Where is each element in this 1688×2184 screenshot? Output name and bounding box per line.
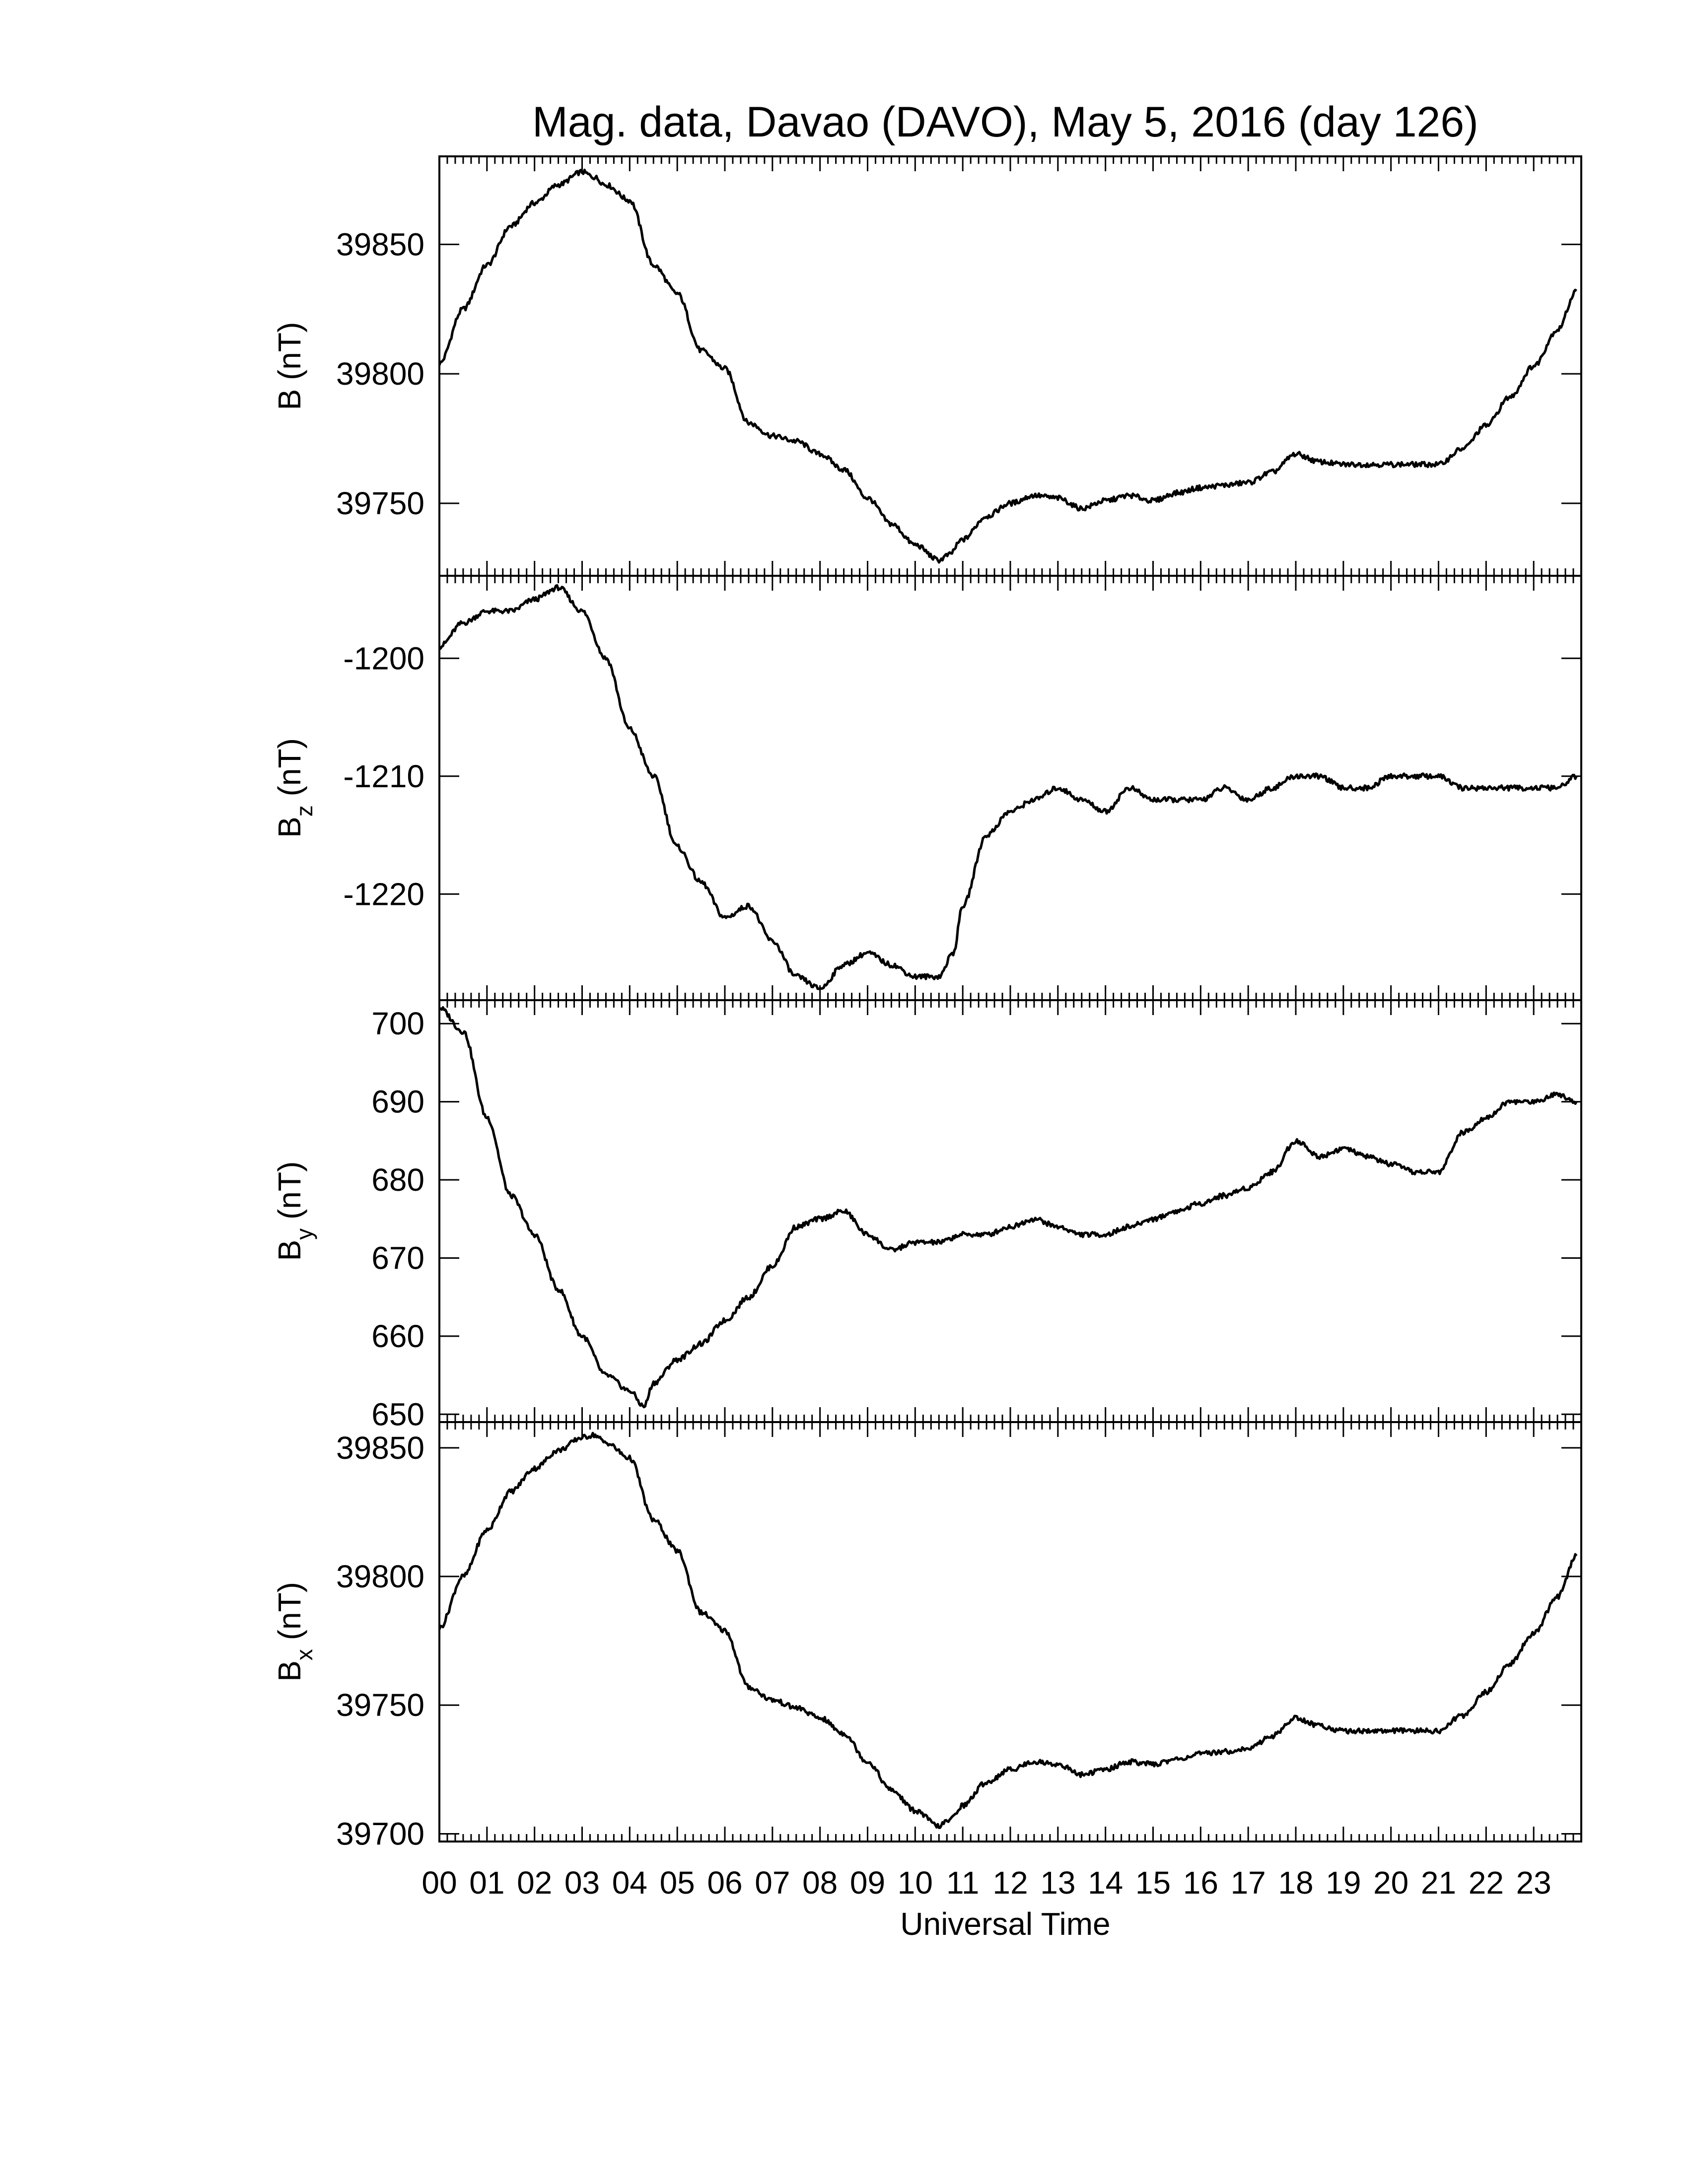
x-tick-label: 04 [612, 1865, 647, 1901]
y-tick-label: 650 [371, 1396, 424, 1432]
y-axis-label: Bz (nT) [272, 738, 317, 838]
y-tick-label: -1200 [343, 640, 424, 676]
x-tick-label: 17 [1231, 1865, 1266, 1901]
x-tick-label: 12 [992, 1865, 1028, 1901]
x-tick-label: 09 [850, 1865, 885, 1901]
y-axis-label-unit: (nT) [272, 738, 307, 805]
x-tick-label: 10 [898, 1865, 933, 1901]
series-line-B [438, 168, 1578, 564]
series-line-Bz [439, 584, 1578, 990]
x-tick-label: 15 [1135, 1865, 1171, 1901]
panel-Bx: 39700 39750 39800 39850 Bx (nT) [272, 1421, 1582, 1851]
y-tick-label: 39750 [336, 1687, 424, 1723]
y-tick-label: 39850 [336, 1430, 424, 1466]
y-tick-label: 690 [371, 1084, 424, 1120]
y-axis-label-symbol: B [272, 817, 307, 838]
panel-frame [438, 999, 1582, 1423]
panels: 39750 39800 39850 B (nT) -1200 -1210 -1220 Bz (… [272, 155, 1582, 1851]
x-tick-label: 22 [1469, 1865, 1504, 1901]
x-tick-label: 19 [1326, 1865, 1361, 1901]
y-tick-label: 39750 [336, 485, 424, 521]
x-tick-label: 20 [1373, 1865, 1408, 1901]
x-tick-label: 05 [660, 1865, 695, 1901]
y-axis-label-symbol: B [272, 1660, 307, 1682]
y-tick-label: 700 [371, 1006, 424, 1041]
x-tick-label: 06 [707, 1865, 742, 1901]
y-tick-label: 39850 [336, 226, 424, 262]
y-tick-label: -1210 [343, 758, 424, 794]
panel-frame [438, 575, 1582, 1001]
panel-By: 650 660 670 680 690 700 By (nT) [272, 999, 1582, 1432]
y-axis-label-unit: (nT) [272, 322, 307, 389]
panel-frame [438, 155, 1582, 577]
chart-title: Mag. data, Davao (DAVO), May 5, 2016 (da… [532, 98, 1478, 146]
y-tick-label: 680 [371, 1162, 424, 1198]
y-axis-label-subscript: z [291, 805, 317, 817]
x-tick-label: 00 [422, 1865, 457, 1901]
x-tick-label: 02 [517, 1865, 552, 1901]
y-tick-label: 39800 [336, 1559, 424, 1594]
x-tick-label: 21 [1421, 1865, 1456, 1901]
x-tick-label: 16 [1183, 1865, 1218, 1901]
x-tick-label: 08 [802, 1865, 838, 1901]
x-tick-label: 07 [755, 1865, 790, 1901]
panel-frame [438, 1421, 1582, 1843]
series-line-By [438, 1006, 1578, 1409]
y-axis-label-subscript: x [291, 1649, 317, 1660]
y-axis-label: B (nT) [272, 322, 307, 410]
y-axis-label: By (nT) [272, 1161, 317, 1261]
y-axis-label-unit: (nT) [272, 1582, 307, 1649]
x-tick-label: 23 [1516, 1865, 1551, 1901]
panel-B: 39750 39800 39850 B (nT) [272, 155, 1582, 577]
y-tick-label: 39700 [336, 1816, 424, 1851]
x-tick-label: 01 [469, 1865, 504, 1901]
y-axis-label-symbol: B [272, 389, 307, 410]
x-axis-label: Universal Time [900, 1906, 1110, 1942]
x-tick-labels: 00 01 02 03 04 05 06 07 08 09 10 11 12 13 14 15 16 17 18 19… [422, 1865, 1551, 1901]
y-axis-label: Bx (nT) [272, 1582, 317, 1682]
y-tick-label: 39800 [336, 356, 424, 392]
y-axis-label-symbol: B [272, 1240, 307, 1261]
y-axis-label-subscript: y [291, 1228, 317, 1240]
x-tick-label: 18 [1278, 1865, 1313, 1901]
y-tick-label: 670 [371, 1240, 424, 1276]
x-tick-label: 13 [1040, 1865, 1075, 1901]
y-tick-label: -1220 [343, 876, 424, 912]
x-tick-label: 14 [1088, 1865, 1123, 1901]
y-axis-label-unit: (nT) [272, 1161, 307, 1228]
series-line-Bx [438, 1432, 1578, 1829]
y-tick-label: 660 [371, 1318, 424, 1354]
x-tick-label: 11 [946, 1865, 979, 1901]
x-tick-label: 03 [564, 1865, 600, 1901]
panel-Bz: -1200 -1210 -1220 Bz (nT) [272, 575, 1582, 1001]
